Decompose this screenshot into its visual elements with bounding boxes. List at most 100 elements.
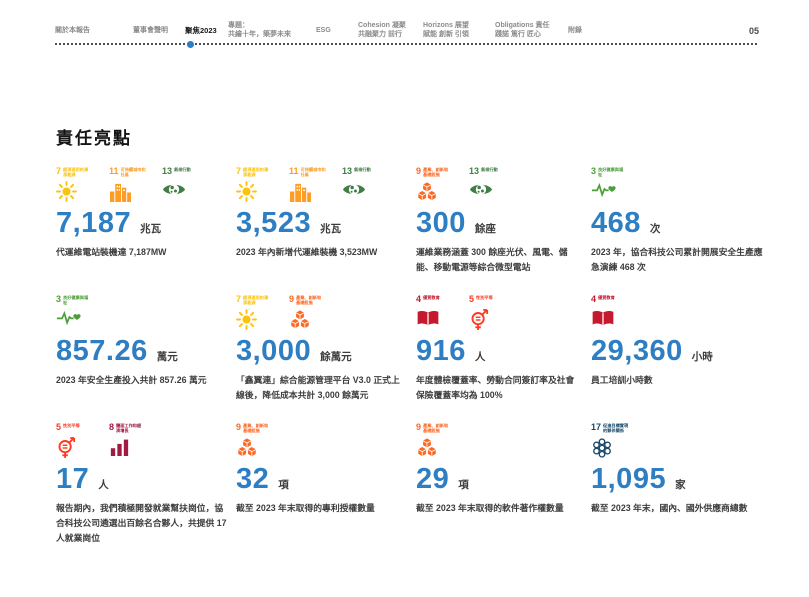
sdg-13-climate-icon: 13 氣候行動 (469, 167, 511, 198)
stat-value-row: 916 人 (416, 335, 591, 367)
sdg-7-sun-icon: 7 經濟適用的清潔能源 (236, 295, 278, 330)
stat-block: 7 經濟適用的清潔能源 11 可持續城市和社區 13 氣候行動 7,187 兆瓦 代運維電… (56, 167, 236, 295)
stat-value: 1,095 (591, 463, 667, 495)
stat-value-row: 7,187 兆瓦 (56, 207, 236, 239)
stat-unit: 人 (98, 479, 109, 491)
stat-value: 32 (236, 463, 270, 495)
sdg-icons-row: 9 產業、創新和基礎設施 13 氣候行動 (416, 167, 591, 204)
nav-item-label: 附錄 (568, 27, 582, 34)
nav-item-horizons[interactable]: Horizons 展望 賦能 創新 引領 (423, 21, 469, 40)
sdg-13-climate-icon: 13 氣候行動 (342, 167, 384, 198)
nav-item-obligations[interactable]: Obligations 責任 踐諾 篤行 匠心 (495, 21, 549, 40)
sdg-3-health-icon: 3 良好健康與福祉 (591, 167, 633, 198)
stat-value-row: 32 項 (236, 463, 416, 495)
stat-value-row: 300 餘座 (416, 207, 591, 239)
stat-block: 7 經濟適用的清潔能源 11 可持續城市和社區 13 氣候行動 3,523 兆瓦 2023… (236, 167, 416, 295)
top-nav: 關於本報告 董事會聲明 聚焦2023 專題： 共繪十年，築夢未來 ESG Cohesion … (55, 21, 765, 43)
stat-description: 「鑫翼連」綜合能源管理平台 V3.0 正式上線後，降低成本共計 3,000 餘萬… (236, 375, 400, 401)
sdg-icons-row: 3 良好健康與福祉 (591, 167, 775, 204)
stat-unit: 項 (278, 479, 289, 491)
sdg-icons-row: 7 經濟適用的清潔能源 11 可持續城市和社區 13 氣候行動 (56, 167, 236, 204)
nav-item-label: 賦能 創新 引領 (423, 31, 469, 39)
sdg-11-city-icon: 11 可持續城市和社區 (289, 167, 331, 202)
sdg-9-industry-icon: 9 產業、創新和基礎設施 (289, 295, 331, 329)
sdg-3-health-icon: 3 良好健康與福祉 (56, 295, 98, 326)
nav-item-cohesion[interactable]: Cohesion 凝聚 共融聚力 前行 (358, 21, 406, 40)
sdg-icons-row: 17 促進目標實現的夥伴關係 (591, 423, 775, 460)
sdg-7-sun-icon: 7 經濟適用的清潔能源 (236, 167, 278, 202)
nav-item-label: 董事會聲明 (133, 27, 168, 34)
page-number: 05 (748, 26, 759, 36)
sdg-7-sun-icon: 7 經濟適用的清潔能源 (56, 167, 98, 202)
stat-value-row: 3,000 餘萬元 (236, 336, 416, 367)
nav-item-label: ESG (316, 27, 331, 34)
stat-block: 9 產業、創新和基礎設施 29 項 截至 2023 年末取得的軟件著作權數量 (416, 423, 591, 546)
stat-unit: 項 (458, 479, 469, 491)
nav-item-appendix[interactable]: 附錄 (568, 21, 582, 35)
stat-value: 29,360 (591, 335, 683, 367)
nav-item-esg[interactable]: ESG (316, 21, 331, 35)
stat-description: 截至 2023 年末取得的專利授權數量 (236, 503, 375, 514)
sdg-4-education-icon: 4 優質教育 (591, 295, 633, 327)
stat-block: 3 良好健康與福祉 857.26 萬元 2023 年安全生產投入共計 857.26… (56, 295, 236, 423)
stat-unit: 人 (474, 351, 486, 363)
nav-item-label: 關於本報告 (55, 27, 90, 34)
nav-item-label: 專題： (228, 22, 249, 29)
sdg-8-growth-icon: 8 體面工作和經濟增長 (109, 423, 151, 456)
nav-item-label: 踐諾 篤行 匠心 (495, 31, 541, 39)
nav-item-label: Horizons 展望 (423, 22, 469, 29)
sdg-11-city-icon: 11 可持續城市和社區 (109, 167, 151, 202)
sdg-5-gender-icon: 5 性別平等 (469, 295, 511, 331)
sdg-5-gender-icon: 5 性別平等 (56, 423, 98, 459)
page-title: 責任亮點 (56, 129, 132, 148)
nav-item-board-statement[interactable]: 董事會聲明 (133, 21, 168, 35)
sdg-icons-row: 3 良好健康與福祉 (56, 295, 236, 332)
sdg-9-industry-icon: 9 產業、創新和基礎設施 (416, 167, 458, 201)
stat-description: 2023 年內新增代運維裝機 3,523MW (236, 247, 378, 258)
stat-value: 300 (416, 207, 466, 239)
stat-value-row: 3,523 兆瓦 (236, 207, 416, 239)
stat-unit: 兆瓦 (140, 223, 162, 235)
nav-item-feature-topic[interactable]: 專題： 共繪十年，築夢未來 (228, 21, 291, 40)
nav-item-about-report[interactable]: 關於本報告 (55, 21, 90, 35)
highlights-grid: 7 經濟適用的清潔能源 11 可持續城市和社區 13 氣候行動 7,187 兆瓦 代運維電… (56, 167, 775, 546)
stat-unit: 餘萬元 (320, 351, 352, 363)
stat-value: 17 (56, 463, 90, 495)
nav-progress-line (55, 40, 757, 48)
stat-description: 運維業務涵蓋 300 餘座光伏、風電、儲能、移動電源等綜合微型電站 (416, 247, 568, 273)
stat-value: 916 (416, 335, 466, 367)
stat-block: 4 優質教育 29,360 小時 員工培訓小時數 (591, 295, 775, 423)
stat-description: 截至 2023 年末，國內、國外供應商總數 (591, 503, 748, 514)
stat-unit: 萬元 (156, 351, 178, 363)
sdg-4-education-icon: 4 優質教育 (416, 295, 458, 327)
stat-description: 代運維電站裝機達 7,187MW (56, 247, 167, 258)
stat-block: 9 產業、創新和基礎設施 32 項 截至 2023 年末取得的專利授權數量 (236, 423, 416, 546)
stat-block: 17 促進目標實現的夥伴關係 1,095 家 截至 2023 年末，國內、國外供應… (591, 423, 775, 546)
sdg-icons-row: 7 經濟適用的清潔能源 11 可持續城市和社區 13 氣候行動 (236, 167, 416, 204)
stat-block: 4 優質教育 5 性別平等 916 人 年度體檢覆蓋率、勞動合同簽訂率及社會保險覆蓋率… (416, 295, 591, 423)
stat-value: 7,187 (56, 207, 132, 239)
stat-description: 2023 年安全生產投入共計 857.26 萬元 (56, 375, 207, 386)
stat-description: 截至 2023 年末取得的軟件著作權數量 (416, 503, 564, 514)
sdg-icons-row: 4 優質教育 (591, 295, 775, 332)
sdg-17-partnership-icon: 17 促進目標實現的夥伴關係 (591, 423, 633, 459)
nav-item-label: Obligations 責任 (495, 22, 550, 29)
stat-unit: 家 (675, 479, 686, 491)
stat-value-row: 468 次 (591, 207, 775, 239)
nav-item-label: 共繪十年，築夢未來 (228, 31, 291, 39)
sdg-icons-row: 9 產業、創新和基礎設施 (416, 423, 591, 460)
sdg-icons-row: 4 優質教育 5 性別平等 (416, 295, 591, 332)
stat-value: 29 (416, 463, 450, 495)
sdg-9-industry-icon: 9 產業、創新和基礎設施 (236, 423, 278, 457)
stat-block: 5 性別平等 8 體面工作和經濟增長 17 人 報告期內，我們積極開發就業幫扶崗位，協… (56, 423, 236, 546)
nav-item-focus-2023[interactable]: 聚焦2023 (185, 21, 217, 36)
stat-value-row: 29 項 (416, 463, 591, 495)
stat-value: 3,523 (236, 207, 312, 239)
stat-description: 2023 年，協合科技公司累計開展安全生產應急演練 468 次 (591, 247, 763, 273)
stat-description: 年度體檢覆蓋率、勞動合同簽訂率及社會保險覆蓋率均為 100% (416, 375, 575, 401)
sdg-9-industry-icon: 9 產業、創新和基礎設施 (416, 423, 458, 457)
stat-value: 468 (591, 207, 641, 239)
stat-value-row: 857.26 萬元 (56, 336, 236, 367)
nav-item-label: 共融聚力 前行 (358, 31, 402, 39)
stat-block: 9 產業、創新和基礎設施 13 氣候行動 300 餘座 運維業務涵蓋 300 餘座光伏… (416, 167, 591, 295)
